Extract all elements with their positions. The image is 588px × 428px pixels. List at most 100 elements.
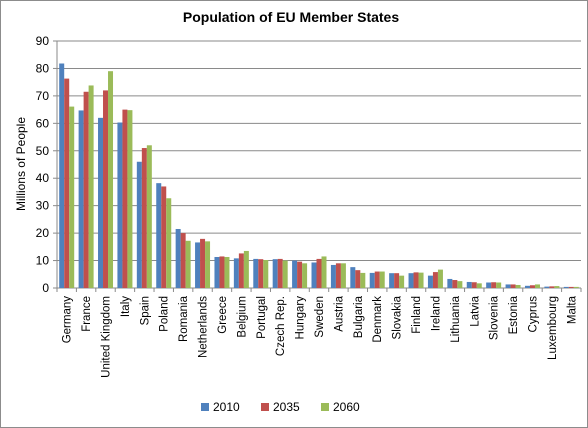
- bar-2010-spain: [136, 161, 142, 288]
- bar-2060-bulgaria: [360, 272, 366, 288]
- legend-swatch: [261, 403, 269, 411]
- bar-2060-hungary: [302, 263, 308, 288]
- bar-2010-hungary: [292, 260, 298, 288]
- bar-2010-slovakia: [389, 273, 395, 288]
- bar-2035-slovakia: [394, 273, 400, 288]
- y-tick-label: 20: [36, 226, 50, 240]
- legend-label: 2010: [213, 400, 240, 414]
- bar-2010-latvia: [466, 281, 472, 288]
- bar-2010-austria: [330, 264, 336, 288]
- bar-2035-france: [83, 91, 89, 289]
- bar-2060-cyprus: [534, 284, 540, 288]
- bar-2060-malta: [573, 286, 579, 288]
- bar-2060-sweden: [321, 256, 327, 288]
- bar-2035-poland: [161, 186, 167, 288]
- bar-2010-belgium: [233, 258, 239, 288]
- y-tick-label: 30: [36, 199, 50, 213]
- x-category-label: Slovakia: [392, 295, 404, 339]
- bar-2060-netherlands: [205, 241, 211, 288]
- y-tick-label: 80: [36, 61, 50, 75]
- bar-2010-lithuania: [447, 278, 453, 288]
- bar-2035-denmark: [374, 271, 380, 288]
- bar-2060-denmark: [379, 271, 385, 288]
- legend-label: 2060: [333, 400, 360, 414]
- bar-2010-slovenia: [486, 282, 492, 288]
- bar-2060-france: [88, 85, 94, 289]
- bar-2060-romania: [185, 240, 191, 288]
- axes: 0 10 20 30 40 50 60 70 80 90: [36, 34, 582, 295]
- x-category-label: Latvia: [469, 295, 481, 326]
- x-category-label: Romania: [178, 295, 190, 342]
- bar-2010-malta: [563, 286, 569, 288]
- bar-2060-germany: [69, 106, 75, 288]
- y-tick-label: 60: [36, 116, 50, 130]
- bar-2010-greece: [214, 256, 220, 288]
- bar-2010-netherlands: [195, 242, 201, 288]
- y-tick-label: 0: [42, 281, 49, 295]
- x-category-label: France: [81, 296, 93, 332]
- bar-2035-cyprus: [529, 285, 535, 288]
- x-category-label: Belgium: [236, 296, 248, 338]
- bar-2035-romania: [180, 233, 186, 288]
- bar-2010-denmark: [369, 272, 375, 288]
- bar-2010-cyprus: [524, 285, 530, 288]
- bar-2060-finland: [418, 272, 424, 288]
- legend-label: 2035: [273, 400, 300, 414]
- bar-2035-czech-rep-: [277, 258, 283, 288]
- bar-2035-netherlands: [200, 238, 206, 288]
- bar-2010-italy: [117, 122, 123, 288]
- bar-2060-lithuania: [457, 281, 463, 288]
- bar-2035-luxembourg: [549, 286, 555, 288]
- x-category-label: Lithuania: [450, 295, 462, 342]
- bar-2035-slovenia: [491, 282, 497, 288]
- y-axis-label: Millions of People: [14, 117, 28, 211]
- bar-2035-latvia: [471, 282, 477, 288]
- bar-2010-finland: [408, 273, 414, 288]
- bar-2010-france: [78, 110, 84, 288]
- x-category-label: Poland: [159, 296, 171, 332]
- bar-2060-greece: [224, 256, 230, 288]
- bar-2010-romania: [175, 228, 181, 288]
- y-tick-label: 70: [36, 89, 50, 103]
- bar-2010-sweden: [311, 262, 317, 288]
- bar-2035-malta: [568, 286, 574, 288]
- legend: 2010 2035 2060: [201, 400, 360, 414]
- y-tick-label: 90: [36, 34, 50, 48]
- bar-2010-united-kingdom: [98, 117, 104, 288]
- x-category-label: Slovenia: [489, 295, 501, 340]
- gridlines: [57, 40, 581, 262]
- x-category-label: Malta: [566, 295, 578, 324]
- bar-2060-czech-rep-: [282, 260, 288, 288]
- legend-swatch: [321, 403, 329, 411]
- bar-2060-estonia: [515, 284, 521, 288]
- bar-2035-italy: [122, 109, 128, 288]
- bar-2060-spain: [146, 145, 152, 288]
- bar-2035-united-kingdom: [103, 90, 109, 289]
- bar-2010-czech-rep-: [272, 259, 278, 288]
- x-category-label: Ireland: [430, 296, 442, 331]
- x-category-label: Spain: [139, 296, 151, 325]
- x-category-label: Bulgaria: [353, 295, 365, 338]
- bar-2035-ireland: [432, 272, 438, 288]
- bar-2035-finland: [413, 272, 419, 288]
- chart-title: Population of EU Member States: [183, 9, 399, 25]
- bar-2060-ireland: [437, 269, 443, 288]
- bar-2035-hungary: [297, 261, 303, 288]
- bar-2060-slovenia: [496, 282, 502, 288]
- bar-2035-portugal: [258, 259, 264, 288]
- x-category-label: United Kingdom: [101, 296, 113, 378]
- bar-2010-estonia: [505, 284, 511, 288]
- bar-2060-latvia: [476, 283, 482, 288]
- bar-2060-poland: [166, 198, 172, 288]
- x-category-label: Portugal: [256, 296, 268, 339]
- y-tick-label: 50: [36, 144, 50, 158]
- bar-2010-poland: [156, 183, 162, 288]
- x-category-label: Greece: [217, 296, 229, 334]
- x-category-label: Hungary: [295, 296, 307, 340]
- bar-2060-united-kingdom: [108, 71, 114, 288]
- bar-2060-belgium: [243, 250, 249, 288]
- x-category-label: Denmark: [372, 296, 384, 343]
- bar-2060-italy: [127, 110, 133, 288]
